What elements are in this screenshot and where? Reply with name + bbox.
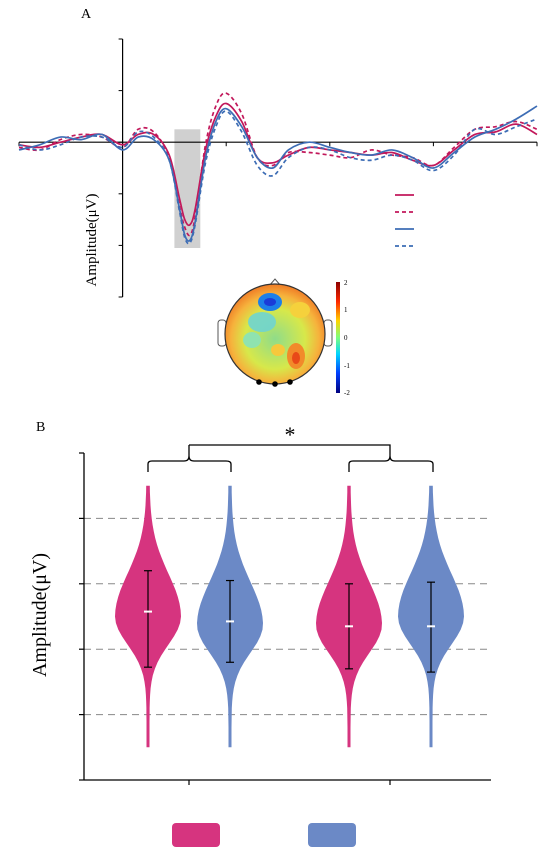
erp-line-low-incongruent [18, 110, 538, 245]
analysis-window [174, 129, 201, 248]
colorbar-tick: 1 [344, 306, 348, 314]
colorbar-tick: 0 [344, 334, 348, 342]
significance-marker: * [285, 422, 296, 447]
significance-bar [188, 444, 391, 456]
erp-line-high-incongruent [18, 92, 538, 237]
bracket-high [147, 455, 232, 472]
panel-b-label: B [36, 420, 45, 435]
violin-axes [79, 452, 491, 785]
topographic-map: 2 1 0 -1 -2 [217, 278, 350, 397]
colorbar-tick: -2 [344, 389, 350, 397]
topo-colorbar [336, 282, 340, 393]
topo-colorbar-ticks: 2 1 0 -1 -2 [344, 279, 350, 397]
erp-axes [18, 38, 538, 298]
erp-series [18, 92, 538, 245]
bracket-low [348, 455, 434, 472]
erp-panel: A Amplitude(μV) [18, 7, 538, 298]
erp-plot-area [174, 129, 201, 248]
violin-legend [172, 823, 356, 847]
erp-legend [395, 194, 414, 247]
violins [115, 485, 464, 748]
erp-y-axis-label: Amplitude(μV) [84, 193, 100, 286]
colorbar-tick: 2 [344, 279, 348, 287]
electrode-marker [272, 381, 278, 387]
legend-swatch [308, 823, 356, 847]
legend-swatch [172, 823, 220, 847]
electrode-marker [256, 379, 262, 385]
violin-panel: B Amplitude(μV) * [29, 420, 491, 847]
erp-line-low-congruent [18, 105, 538, 242]
violin-y-axis-label: Amplitude(μV) [29, 553, 51, 677]
panel-a-label: A [81, 7, 92, 22]
colorbar-tick: -1 [344, 362, 350, 370]
electrode-marker [287, 379, 293, 385]
comparison-brackets [147, 444, 434, 472]
